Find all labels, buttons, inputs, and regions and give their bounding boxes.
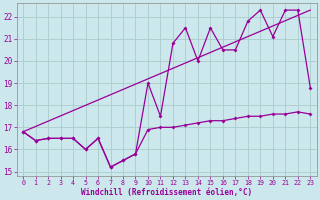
X-axis label: Windchill (Refroidissement éolien,°C): Windchill (Refroidissement éolien,°C) [81,188,252,197]
